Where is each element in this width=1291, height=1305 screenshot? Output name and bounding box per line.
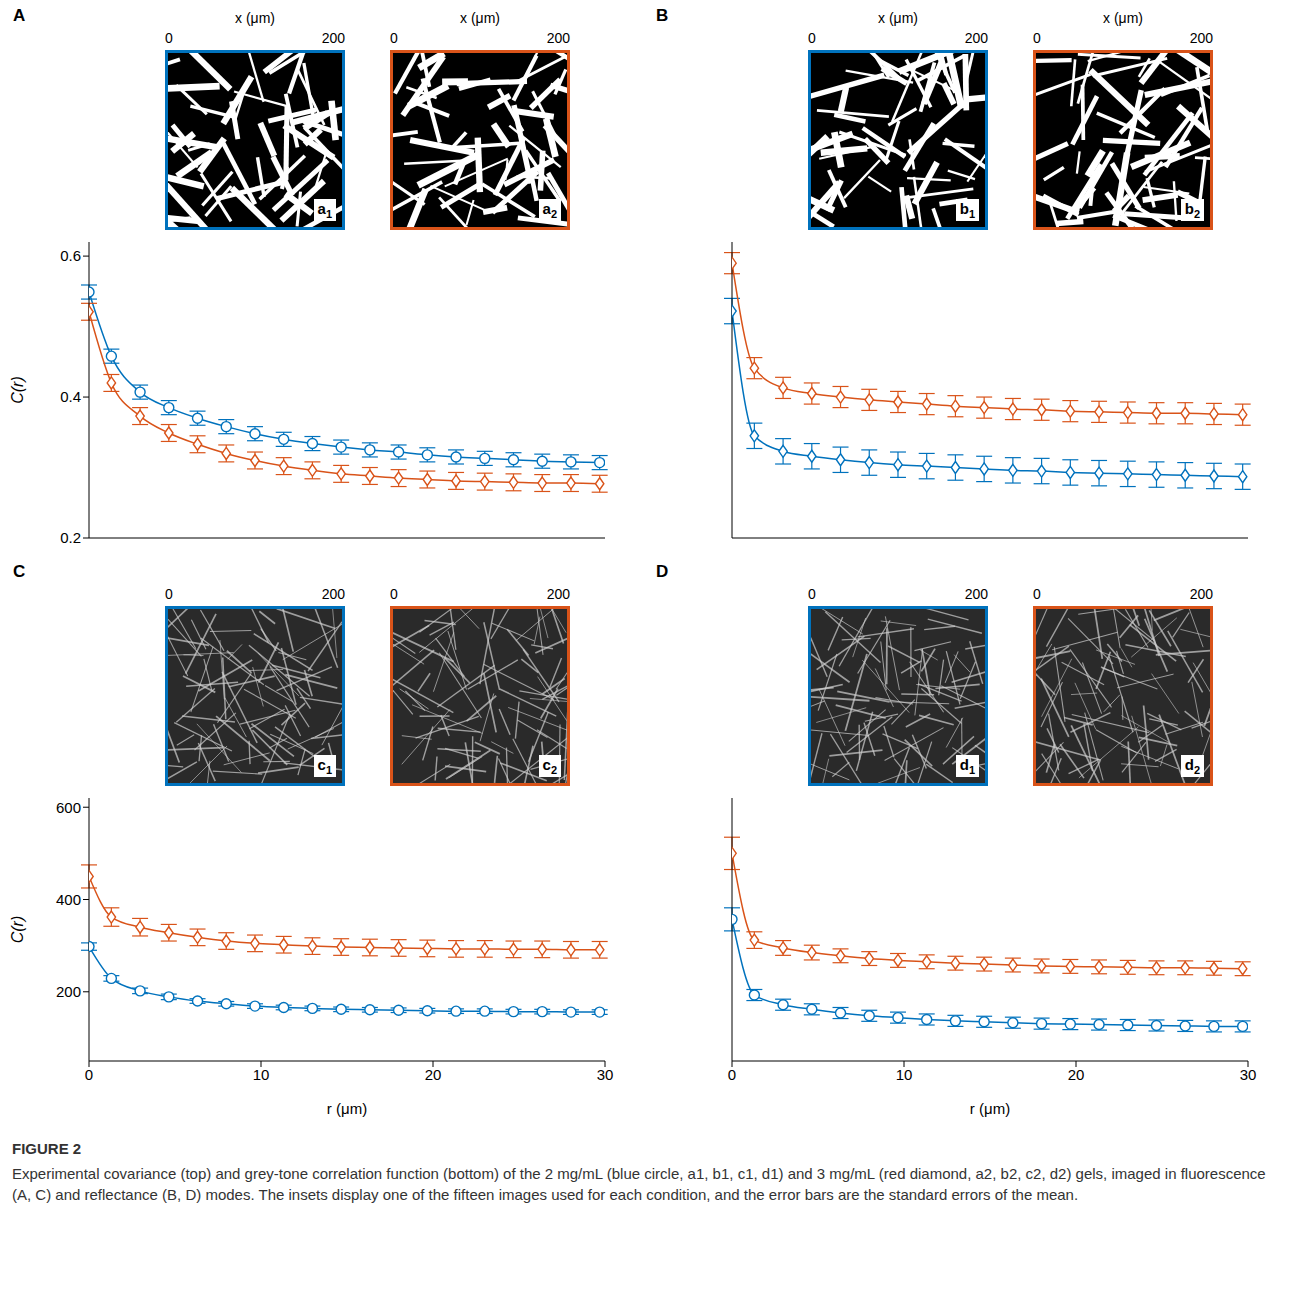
html-text:b2: b2 — [1184, 200, 1200, 220]
html-text:C: C — [13, 562, 26, 581]
html-text:x (μm): x (μm) — [878, 10, 918, 26]
svg-text:30: 30 — [597, 1066, 614, 1083]
html-text:0: 0 — [1033, 30, 1041, 46]
svg-text:0.6: 0.6 — [60, 247, 81, 264]
html-text:A: A — [13, 6, 26, 25]
svg-text:600: 600 — [56, 799, 81, 816]
html-text:d1: d1 — [959, 756, 975, 776]
html-text:x (μm): x (μm) — [235, 10, 275, 26]
html-text:0: 0 — [390, 586, 398, 602]
html-text:200: 200 — [1189, 30, 1213, 46]
html-text:b1: b1 — [959, 200, 975, 220]
html-text:0: 0 — [165, 30, 173, 46]
svg-text:0.4: 0.4 — [60, 388, 81, 405]
html-text:200: 200 — [546, 586, 570, 602]
html-text:0: 0 — [808, 586, 816, 602]
html-text:200: 200 — [964, 30, 988, 46]
svg-text:30: 30 — [1240, 1066, 1257, 1083]
svg-text:0.2: 0.2 — [60, 529, 81, 546]
svg-text:0: 0 — [85, 1066, 93, 1083]
html-text:d2: d2 — [1184, 756, 1200, 776]
html-text:0: 0 — [808, 30, 816, 46]
svg-text:C(r): C(r) — [9, 376, 26, 404]
svg-text:0: 0 — [728, 1066, 736, 1083]
svg-text:400: 400 — [56, 891, 81, 908]
html-text:0: 0 — [390, 30, 398, 46]
html-text:x (μm): x (μm) — [460, 10, 500, 26]
html-text:200: 200 — [964, 586, 988, 602]
html-text:Experimental covariance (top): Experimental covariance (top) and grey-t… — [12, 1165, 1266, 1203]
html-text:a2: a2 — [542, 200, 557, 220]
html-text:D: D — [656, 562, 669, 581]
html-text:0: 0 — [1033, 586, 1041, 602]
html-text:FIGURE 2: FIGURE 2 — [12, 1140, 82, 1157]
svg-text:20: 20 — [425, 1066, 442, 1083]
svg-text:200: 200 — [56, 983, 81, 1000]
svg-text:10: 10 — [253, 1066, 270, 1083]
html-text:200: 200 — [1189, 586, 1213, 602]
svg-text:10: 10 — [896, 1066, 913, 1083]
html-text:200: 200 — [321, 30, 345, 46]
html-text:c2: c2 — [542, 756, 557, 776]
svg-text:20: 20 — [1068, 1066, 1085, 1083]
html-text:c1: c1 — [317, 756, 332, 776]
html-text:x (μm): x (μm) — [1103, 10, 1143, 26]
svg-text:C(r): C(r) — [9, 916, 26, 944]
html-text:a1: a1 — [317, 200, 332, 220]
html-text:B: B — [656, 6, 669, 25]
html-text:200: 200 — [546, 30, 570, 46]
html-text:0: 0 — [165, 586, 173, 602]
html-text:200: 200 — [321, 586, 345, 602]
svg-text:r (μm): r (μm) — [970, 1100, 1010, 1117]
svg-text:r (μm): r (μm) — [327, 1100, 367, 1117]
